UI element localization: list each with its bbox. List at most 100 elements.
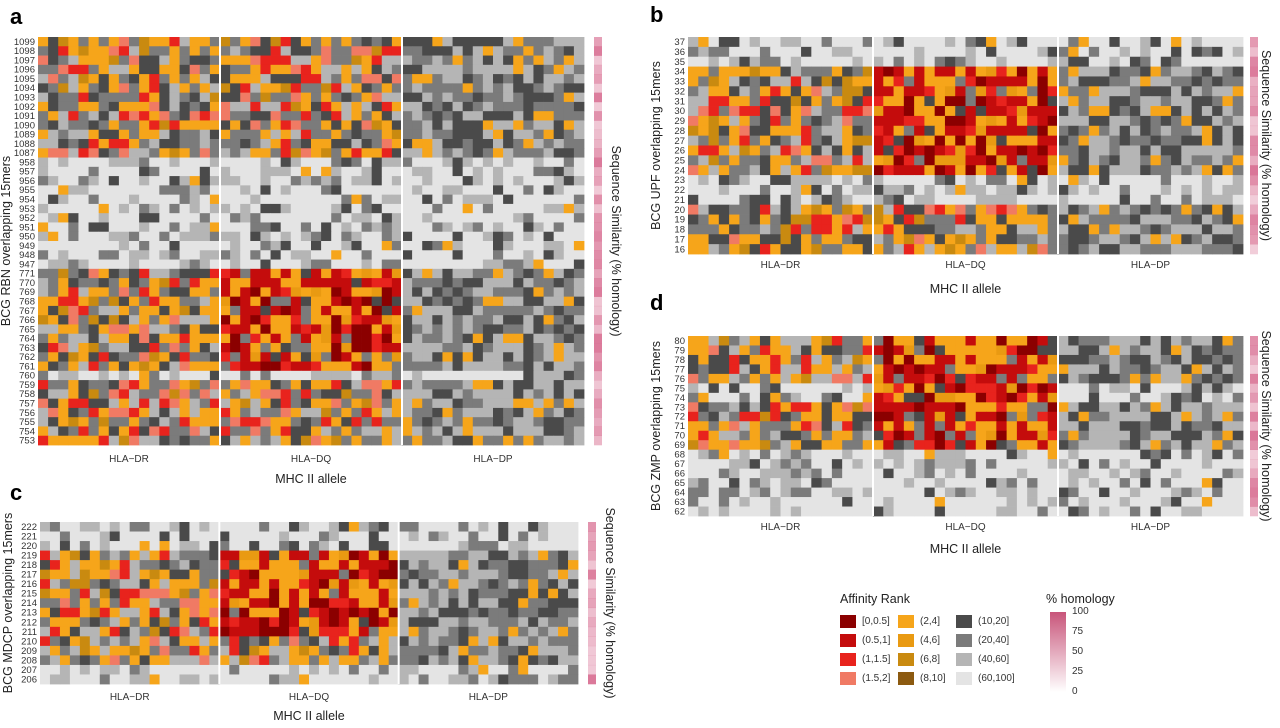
heatmap-cell bbox=[209, 129, 221, 140]
heatmap-cell bbox=[331, 305, 342, 316]
heatmap-cell bbox=[199, 111, 211, 121]
heatmap-cell bbox=[478, 626, 489, 637]
heatmap-cell bbox=[118, 268, 130, 279]
heatmap-cell bbox=[1047, 244, 1059, 255]
heatmap-cell bbox=[1088, 224, 1100, 235]
heatmap-cell bbox=[311, 148, 322, 158]
heatmap-cell bbox=[1006, 46, 1018, 58]
heatmap-cell bbox=[48, 129, 59, 140]
heatmap-cell bbox=[1078, 373, 1090, 384]
heatmap-cell bbox=[402, 241, 413, 251]
heatmap-cell bbox=[1099, 175, 1110, 186]
heatmap-cell bbox=[568, 522, 579, 532]
heatmap-cell bbox=[533, 352, 544, 362]
heatmap-cell bbox=[361, 101, 373, 112]
heatmap-cell bbox=[903, 115, 915, 127]
heatmap-cell bbox=[1140, 76, 1151, 87]
heatmap-cell bbox=[402, 333, 413, 344]
heatmap-cell bbox=[1140, 354, 1151, 365]
heatmap-cell bbox=[300, 203, 312, 214]
heatmap-cell bbox=[391, 64, 403, 75]
heatmap-cell bbox=[402, 157, 413, 168]
heatmap-cell bbox=[179, 278, 191, 288]
heatmap-cell bbox=[442, 166, 453, 177]
heatmap-cell bbox=[88, 333, 100, 344]
heatmap-cell bbox=[422, 101, 433, 112]
heatmap-cell bbox=[503, 435, 514, 446]
heatmap-cell bbox=[169, 231, 180, 242]
heatmap-cell bbox=[924, 106, 936, 117]
heatmap-cell bbox=[381, 352, 393, 362]
heatmap-cell bbox=[759, 96, 771, 107]
heatmap-cell bbox=[129, 398, 140, 409]
heatmap-cell bbox=[831, 224, 843, 235]
heatmap-cell bbox=[1181, 234, 1193, 245]
heatmap-cell bbox=[199, 55, 211, 66]
heatmap-cell bbox=[573, 278, 585, 288]
heatmap-cell bbox=[169, 541, 180, 551]
heatmap-cell bbox=[58, 268, 69, 279]
heatmap-cell bbox=[179, 370, 191, 381]
homology-bar-cell bbox=[588, 636, 596, 647]
heatmap-cell bbox=[49, 550, 61, 561]
heatmap-cell bbox=[1191, 96, 1203, 107]
heatmap-cell bbox=[361, 222, 373, 233]
heatmap-cell bbox=[189, 268, 201, 279]
heatmap-cell bbox=[528, 655, 539, 666]
heatmap-cell bbox=[331, 333, 342, 344]
heatmap-cell bbox=[139, 64, 150, 75]
heatmap-cell bbox=[543, 435, 555, 446]
heatmap-cell bbox=[482, 194, 494, 205]
heatmap-cell bbox=[448, 569, 459, 580]
heatmap-cell bbox=[368, 607, 380, 618]
heatmap-cell bbox=[38, 398, 49, 409]
heatmap-cell bbox=[1099, 125, 1110, 137]
heatmap-cell bbox=[351, 380, 362, 390]
heatmap-cell bbox=[280, 166, 292, 177]
heatmap-cell bbox=[321, 305, 332, 316]
heatmap-cell bbox=[48, 111, 59, 121]
heatmap-cell bbox=[209, 550, 220, 561]
heatmap-cell bbox=[402, 361, 413, 372]
heatmap-cell bbox=[893, 244, 905, 255]
heatmap-cell bbox=[996, 175, 1008, 186]
heatmap-cell bbox=[749, 175, 761, 186]
row-tick-label: 24 bbox=[674, 165, 685, 176]
heatmap-cell bbox=[78, 231, 89, 242]
heatmap-cell bbox=[388, 636, 400, 647]
heatmap-cell bbox=[260, 222, 271, 233]
heatmap-cell bbox=[1099, 37, 1110, 48]
heatmap-cell bbox=[270, 241, 282, 251]
heatmap-cell bbox=[698, 234, 709, 245]
heatmap-cell bbox=[1232, 336, 1244, 346]
heatmap-cell bbox=[883, 76, 894, 87]
heatmap-cell bbox=[523, 352, 534, 362]
heatmap-cell bbox=[48, 250, 59, 260]
heatmap-cell bbox=[790, 106, 802, 117]
heatmap-cell bbox=[1232, 194, 1244, 206]
heatmap-cell bbox=[573, 139, 585, 149]
heatmap-cell bbox=[1222, 194, 1234, 206]
heatmap-cell bbox=[109, 655, 121, 666]
heatmap-cell bbox=[422, 111, 433, 121]
heatmap-cell bbox=[250, 268, 261, 279]
heatmap-cell bbox=[1181, 96, 1193, 107]
heatmap-cell bbox=[408, 664, 419, 675]
heatmap-cell bbox=[442, 352, 453, 362]
heatmap-cell bbox=[1006, 336, 1018, 346]
heatmap-cell bbox=[462, 203, 474, 214]
heatmap-cell bbox=[1232, 354, 1244, 365]
heatmap-cell bbox=[498, 569, 509, 580]
heatmap-cell bbox=[482, 46, 494, 56]
row-tick-label: 768 bbox=[19, 296, 35, 307]
heatmap-cell bbox=[986, 204, 997, 215]
heatmap-cell bbox=[1078, 76, 1090, 87]
heatmap-cell bbox=[351, 92, 362, 103]
heatmap-cell bbox=[321, 176, 332, 186]
heatmap-cell bbox=[38, 83, 49, 94]
heatmap-cell bbox=[59, 626, 71, 637]
heatmap-cell bbox=[1016, 224, 1028, 235]
heatmap-cell bbox=[309, 655, 320, 666]
heatmap-cell bbox=[48, 231, 59, 242]
heatmap-cell bbox=[1119, 46, 1131, 58]
